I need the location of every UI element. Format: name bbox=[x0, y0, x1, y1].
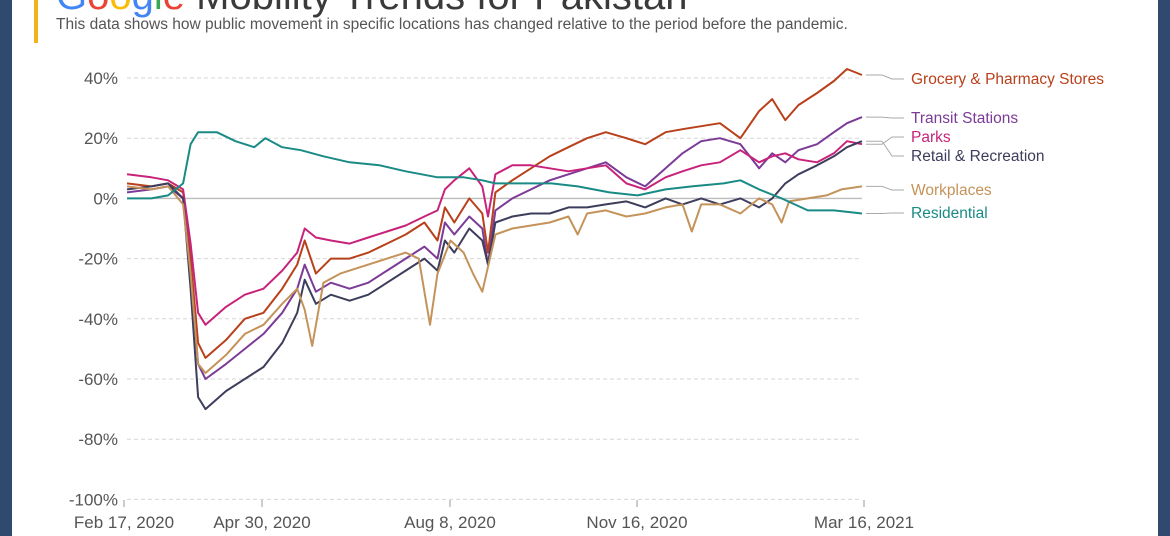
y-tick-label: 40% bbox=[84, 69, 118, 88]
y-tick-label: -20% bbox=[78, 250, 118, 269]
series-label: Workplaces bbox=[911, 182, 992, 199]
y-tick-label: -40% bbox=[78, 310, 118, 329]
google-logo-text: Google bbox=[56, 0, 185, 18]
label-connector bbox=[866, 212, 904, 214]
title-text: Mobility Trends for Pakistan bbox=[185, 0, 687, 18]
series-line bbox=[126, 185, 863, 374]
y-tick-label: -80% bbox=[78, 430, 118, 449]
series-line bbox=[127, 131, 863, 215]
y-tick-label: 0% bbox=[93, 189, 118, 208]
series-label: Parks bbox=[911, 129, 951, 146]
label-connector bbox=[866, 136, 904, 145]
series-line bbox=[126, 140, 863, 411]
label-connector bbox=[866, 116, 904, 119]
accent-bar bbox=[34, 0, 38, 43]
series-label: Retail & Recreation bbox=[911, 148, 1045, 165]
series-line bbox=[126, 116, 863, 380]
x-tick-label: Mar 16, 2021 bbox=[814, 513, 914, 532]
label-connector bbox=[866, 140, 904, 157]
chart-card: Google Mobility Trends for Pakistan This… bbox=[12, 0, 1158, 536]
x-tick-label: Feb 17, 2020 bbox=[74, 513, 174, 532]
series-line bbox=[126, 140, 863, 326]
x-tick-label: Aug 8, 2020 bbox=[404, 513, 496, 532]
series-label: Grocery & Pharmacy Stores bbox=[911, 71, 1104, 88]
series-label: Residential bbox=[911, 205, 988, 222]
y-tick-label: -60% bbox=[78, 370, 118, 389]
series-label: Transit Stations bbox=[911, 110, 1018, 127]
x-tick-label: Nov 16, 2020 bbox=[586, 513, 687, 532]
chart-title: Google Mobility Trends for Pakistan bbox=[56, 0, 687, 19]
series-line bbox=[126, 68, 863, 359]
label-connector bbox=[866, 185, 904, 191]
label-connector bbox=[866, 74, 904, 80]
x-tick-label: Apr 30, 2020 bbox=[213, 513, 310, 532]
chart-subtitle: This data shows how public movement in s… bbox=[56, 16, 848, 33]
y-tick-label: 20% bbox=[84, 129, 118, 148]
y-tick-label: -100% bbox=[69, 490, 118, 509]
